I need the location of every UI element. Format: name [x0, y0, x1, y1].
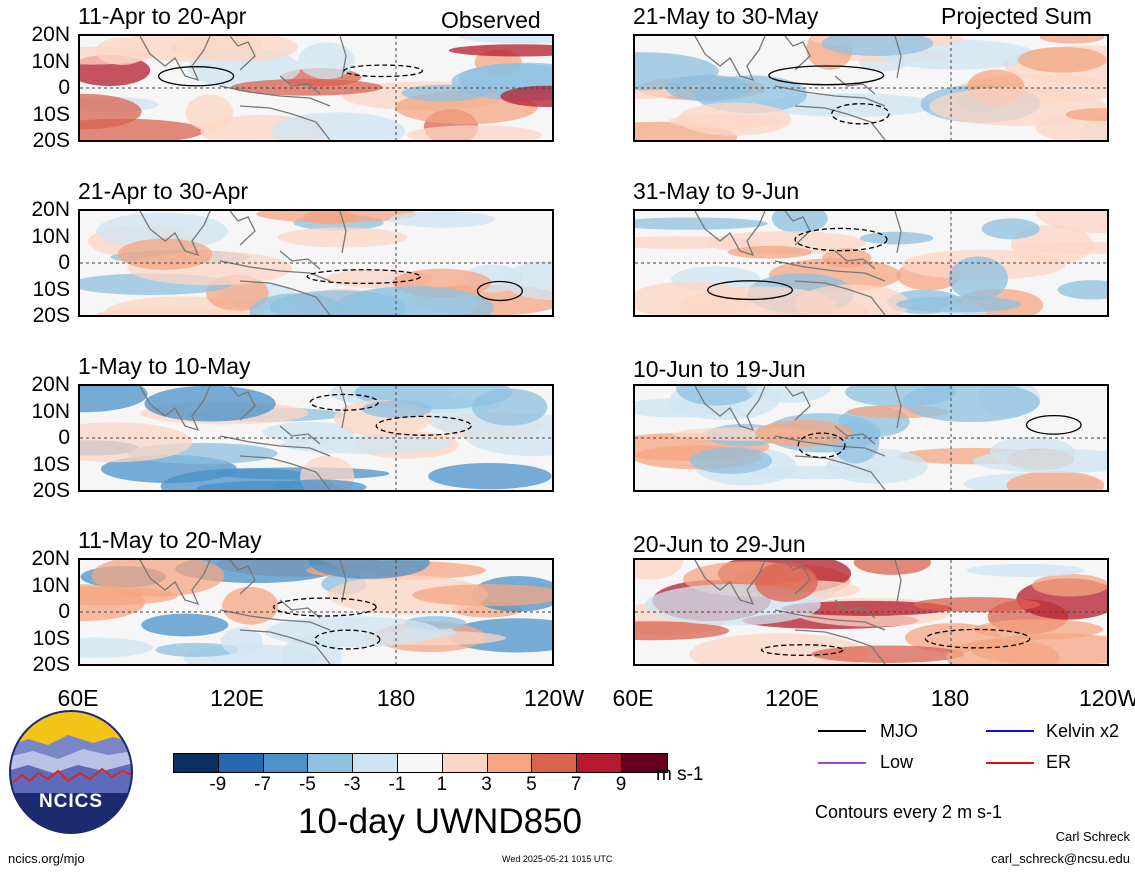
lon-label-120w-right: 120W [1078, 685, 1135, 711]
lat-label: 0 [58, 426, 70, 449]
colorbar-tick-label: -5 [298, 774, 316, 795]
colorbar-tick-label: 5 [526, 774, 537, 795]
map-field [635, 36, 1107, 140]
map-field [80, 211, 552, 315]
legend-label-low: Low [880, 752, 914, 772]
lon-label-60e-left: 60E [57, 685, 99, 711]
colorbar-units: m s-1 [656, 764, 704, 785]
contour-note: Contours every 2 m s-1 [815, 802, 1003, 822]
map-panel-6 [633, 209, 1109, 317]
colorbar-swatch [353, 754, 398, 772]
legend-line-er [986, 762, 1034, 764]
logo-text: NCICS [38, 791, 104, 812]
colorbar-swatch [174, 754, 219, 772]
panel-title-1: 11-Apr to 20-Apr [78, 3, 247, 29]
map-field [635, 560, 1107, 664]
lon-label-180-right: 180 [930, 685, 970, 711]
footer-email: carl_schreck@ncsu.edu [991, 851, 1130, 866]
map-field [635, 211, 1107, 315]
map-field [80, 560, 552, 664]
lon-label-120w-left: 120W [523, 685, 585, 711]
map-panel-5 [633, 34, 1109, 142]
colorbar-tick-label: -9 [209, 774, 227, 795]
footer-url: ncics.org/mjo [8, 851, 85, 866]
ncics-logo: NCICS [8, 709, 134, 835]
colorbar-tick-label: -3 [343, 774, 361, 795]
colorbar-swatch [397, 754, 443, 772]
map-panel-7 [633, 384, 1109, 492]
lat-label: 10N [31, 399, 70, 423]
colorbar-tick-label: 3 [481, 774, 492, 795]
lon-label-180-left: 180 [376, 685, 416, 711]
lat-label: 20S [32, 653, 70, 676]
legend-label-mjo: MJO [880, 721, 918, 741]
lat-label: 10N [31, 224, 70, 248]
map-field [80, 36, 552, 140]
colorbar-swatch [442, 754, 488, 772]
footer-author: Carl Schreck [1055, 829, 1130, 844]
lat-label: 20S [32, 129, 70, 152]
panel-title-5: 21-May to 30-May [633, 3, 819, 29]
lat-label: 0 [58, 76, 70, 99]
footer-timestamp: Wed 2025-05-21 1015 UTC [502, 854, 613, 864]
lat-label: 20N [31, 547, 70, 570]
map-field [80, 386, 552, 490]
map-panel-1 [78, 34, 554, 142]
lon-label-120e-right: 120E [765, 685, 819, 711]
lat-label: 20N [31, 373, 70, 396]
lat-label: 10S [32, 102, 70, 126]
panel-title-2: 21-Apr to 30-Apr [78, 178, 249, 204]
lon-label-120e-left: 120E [210, 685, 264, 711]
panel-title-3: 1-May to 10-May [78, 353, 251, 379]
colorbar-swatch [263, 754, 309, 772]
map-panel-3 [78, 384, 554, 492]
legend-line-kelvin [986, 730, 1034, 732]
panel-title-6: 31-May to 9-Jun [633, 178, 800, 204]
colorbar [173, 753, 668, 773]
colorbar-tick-label: 7 [570, 774, 582, 795]
lat-label: 10S [32, 277, 70, 301]
legend-label-er: ER [1046, 752, 1072, 772]
colorbar-tick-label: 1 [436, 774, 448, 795]
map-panel-8 [633, 558, 1109, 666]
panel-title-7: 10-Jun to 19-Jun [633, 356, 806, 382]
lat-label: 0 [58, 600, 70, 623]
lat-label: 10S [32, 452, 70, 476]
legend-line-low [818, 762, 866, 764]
map-panel-2 [78, 209, 554, 317]
colorbar-swatch [621, 754, 667, 772]
panel-title-4: 11-May to 20-May [78, 527, 262, 553]
lat-label: 20S [32, 304, 70, 327]
lat-label: 0 [58, 251, 70, 274]
colorbar-swatch [577, 754, 622, 772]
projected-sum-label: Projected Sum [941, 3, 1092, 29]
lat-label: 10N [31, 49, 70, 73]
lat-label: 20N [31, 23, 70, 46]
colorbar-tick-label: -1 [388, 774, 406, 795]
observed-label: Observed [441, 7, 541, 33]
colorbar-tick-label: -7 [254, 774, 272, 795]
lat-label: 20S [32, 479, 70, 502]
colorbar-tick-label: 9 [615, 774, 627, 795]
lat-label: 10S [32, 626, 70, 650]
panel-title-8: 20-Jun to 29-Jun [633, 531, 806, 557]
main-title: 10-day UWND850 [298, 802, 582, 841]
map-field [635, 386, 1107, 490]
lat-label: 10N [31, 573, 70, 597]
legend-label-kelvin: Kelvin x2 [1046, 721, 1120, 741]
colorbar-swatch [308, 754, 354, 772]
colorbar-swatch [218, 754, 264, 772]
map-panel-4 [78, 558, 554, 666]
lat-label: 20N [31, 198, 70, 221]
legend-line-mjo [818, 730, 866, 732]
colorbar-swatch [487, 754, 533, 772]
lon-label-60e-right: 60E [612, 685, 654, 711]
colorbar-swatch [532, 754, 578, 772]
